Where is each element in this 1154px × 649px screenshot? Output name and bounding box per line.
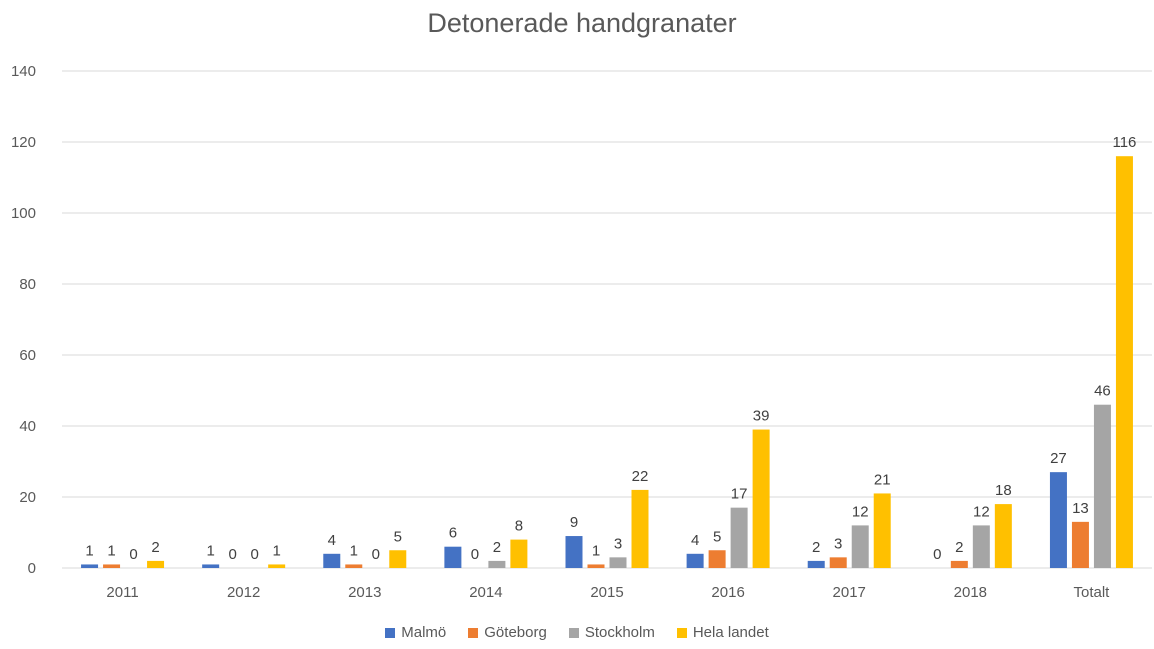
- x-tick-label: 2013: [348, 584, 381, 601]
- legend-swatch: [385, 627, 396, 638]
- data-label: 6: [449, 525, 457, 542]
- bar: [994, 504, 1012, 568]
- data-label: 2: [955, 539, 963, 556]
- bar: [444, 546, 462, 568]
- bar: [807, 560, 825, 568]
- data-label: 5: [394, 528, 402, 545]
- bar: [323, 553, 341, 568]
- data-label: 5: [713, 528, 721, 545]
- data-label: 17: [731, 486, 748, 503]
- bar: [1071, 521, 1089, 568]
- data-label: 0: [471, 546, 479, 563]
- bar: [565, 536, 583, 568]
- legend-label: Göteborg: [484, 624, 547, 641]
- x-tick-label: 2012: [227, 584, 260, 601]
- data-label: 22: [632, 468, 649, 485]
- bar: [873, 493, 891, 568]
- data-label: 0: [228, 546, 236, 563]
- data-label: 12: [852, 503, 869, 520]
- data-label: 39: [753, 408, 770, 425]
- data-label: 0: [933, 546, 941, 563]
- data-label: 0: [129, 546, 137, 563]
- bar: [147, 560, 165, 568]
- bar: [488, 560, 506, 568]
- bar: [389, 550, 407, 568]
- bar: [851, 525, 869, 568]
- bar: [510, 539, 528, 568]
- data-label: 9: [570, 514, 578, 531]
- data-label: 1: [592, 542, 600, 559]
- x-tick-label: 2016: [711, 584, 744, 601]
- y-tick-label: 140: [11, 63, 36, 80]
- legend-swatch: [468, 627, 479, 638]
- data-label: 21: [874, 471, 891, 488]
- bar: [686, 553, 704, 568]
- bar: [1049, 472, 1067, 568]
- data-label: 116: [1112, 134, 1136, 151]
- chart-title: Detonerade handgranater: [427, 8, 737, 38]
- bar: [1093, 404, 1111, 568]
- legend-swatch: [676, 627, 687, 638]
- bar: [730, 507, 748, 568]
- x-tick-label: Totalt: [1074, 584, 1111, 601]
- data-label: 2: [812, 539, 820, 556]
- data-label: 1: [350, 542, 358, 559]
- data-label: 0: [250, 546, 258, 563]
- data-label: 4: [691, 532, 699, 549]
- y-tick-label: 80: [19, 276, 36, 293]
- bar: [708, 550, 726, 568]
- data-label: 2: [151, 539, 159, 556]
- bar: [202, 564, 220, 568]
- data-label: 2: [493, 539, 501, 556]
- x-tick-label: 2017: [833, 584, 866, 601]
- y-tick-label: 100: [11, 205, 36, 222]
- legend-swatch: [568, 627, 579, 638]
- data-label: 1: [85, 542, 93, 559]
- y-tick-label: 120: [11, 134, 36, 151]
- x-tick-label: 2014: [469, 584, 502, 601]
- legend-entry: Stockholm: [568, 624, 655, 641]
- data-label: 1: [272, 542, 280, 559]
- x-tick-label: 2015: [590, 584, 623, 601]
- bar: [345, 564, 363, 568]
- data-label: 18: [995, 482, 1012, 499]
- data-label: 12: [973, 503, 990, 520]
- data-label: 8: [515, 518, 523, 535]
- data-label: 1: [206, 542, 214, 559]
- legend-entry: Hela landet: [676, 624, 769, 641]
- bar: [631, 489, 649, 568]
- bar: [1115, 156, 1133, 568]
- bar: [752, 429, 770, 568]
- y-tick-label: 0: [28, 560, 36, 577]
- legend-label: Hela landet: [692, 624, 769, 641]
- y-tick-label: 40: [19, 418, 36, 435]
- legend-entry: Göteborg: [468, 624, 547, 641]
- data-label: 3: [834, 535, 842, 552]
- bar: [609, 557, 627, 568]
- legend-label: Malmö: [401, 624, 447, 641]
- bar: [950, 560, 968, 568]
- legend-label: Stockholm: [584, 624, 655, 641]
- data-label: 27: [1050, 450, 1067, 467]
- data-label: 0: [372, 546, 380, 563]
- legend: Malmö Göteborg Stockholm Hela landet: [0, 624, 1154, 641]
- bar: [81, 564, 99, 568]
- legend-entry: Malmö: [385, 624, 446, 641]
- data-label: 1: [107, 542, 115, 559]
- data-label: 4: [328, 532, 336, 549]
- data-label: 46: [1094, 383, 1111, 400]
- data-label: 13: [1072, 500, 1089, 517]
- bar: [268, 564, 286, 568]
- data-label: 3: [614, 535, 622, 552]
- x-tick-label: 2018: [954, 584, 987, 601]
- y-tick-label: 60: [19, 347, 36, 364]
- bar: [972, 525, 990, 568]
- x-tick-label: 2011: [106, 584, 138, 601]
- bar: [103, 564, 121, 568]
- y-tick-label: 20: [19, 489, 36, 506]
- bar: [587, 564, 605, 568]
- bar: [829, 557, 847, 568]
